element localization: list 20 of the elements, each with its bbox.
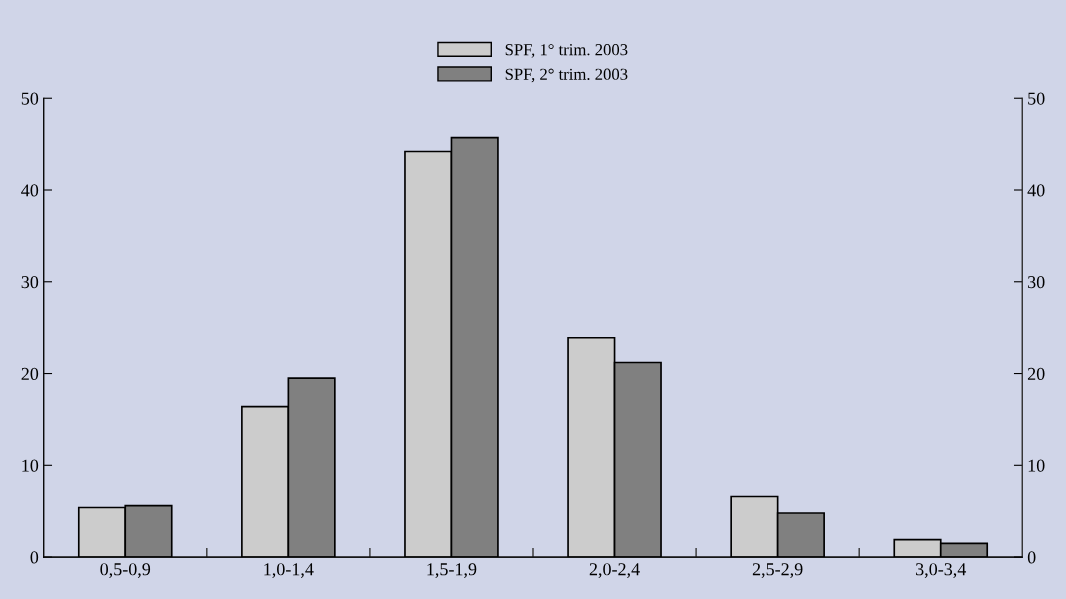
x-tick-label: 1,5-1,9	[427, 563, 477, 578]
y2-tick-label: 20	[1027, 367, 1045, 380]
y2-tick-label: 50	[1028, 92, 1045, 105]
y2-tick-label: 30	[1028, 276, 1045, 289]
y2-tick-label: 0	[1027, 551, 1036, 564]
x-tick-label: 2,5-2,9	[752, 563, 803, 578]
y-tick-label: 30	[21, 276, 39, 289]
legend-label: SPF, 2° trim. 2003	[505, 68, 628, 83]
y-tick-label: 10	[22, 459, 39, 472]
x-tick-label: 0,5-0,9	[100, 563, 151, 578]
y2-tick-label: 10	[1028, 459, 1045, 472]
x-tick-label: 1,0-1,4	[264, 563, 314, 578]
y2-tick-label: 40	[1027, 184, 1045, 197]
y-tick-label: 40	[21, 184, 39, 197]
legend-label: SPF, 1° trim. 2003	[505, 44, 628, 58]
y-tick-label: 0	[30, 551, 39, 564]
x-tick-label: 3,0-3,4	[916, 563, 967, 578]
y-tick-label: 20	[21, 367, 39, 380]
x-tick-label: 2,0-2,4	[589, 563, 640, 578]
y-tick-label: 50	[21, 92, 39, 105]
